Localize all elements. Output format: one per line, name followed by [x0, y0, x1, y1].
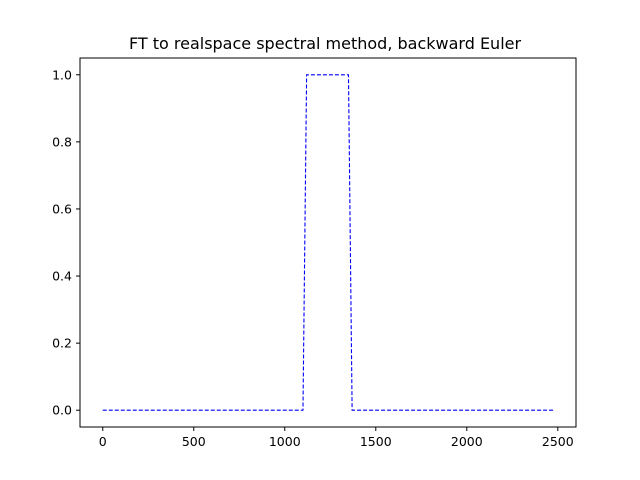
y-tick-label: 0.6 — [52, 201, 72, 216]
y-tick-label: 1.0 — [52, 67, 72, 82]
x-tick-label: 1500 — [360, 434, 392, 449]
y-tick-label: 0.4 — [52, 269, 72, 284]
plot-area — [102, 74, 554, 411]
x-axis: 0 500 1000 1500 2000 2500 — [99, 427, 574, 449]
x-tick-label: 1000 — [269, 434, 301, 449]
x-tick-label: 2000 — [451, 434, 483, 449]
chart-title: FT to realspace spectral method, backwar… — [129, 34, 522, 53]
y-tick-label: 0.2 — [52, 336, 72, 351]
y-tick-label: 0.8 — [52, 134, 72, 149]
y-tick-label: 0.0 — [52, 403, 72, 418]
series-line-0 — [102, 74, 554, 411]
axes-frame — [79, 57, 577, 428]
x-tick-label: 2500 — [542, 434, 574, 449]
x-tick-label: 0 — [99, 434, 107, 449]
y-axis: 0.0 0.2 0.4 0.6 0.8 1.0 — [52, 67, 80, 418]
x-tick-label: 500 — [182, 434, 206, 449]
